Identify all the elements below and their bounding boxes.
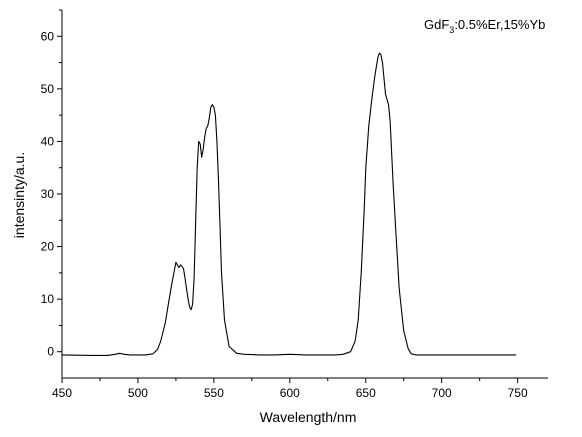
x-tick-label: 500 bbox=[128, 386, 148, 400]
y-tick-label: 40 bbox=[41, 134, 55, 148]
x-tick-label: 600 bbox=[280, 386, 300, 400]
y-tick-label: 50 bbox=[41, 82, 55, 96]
annotation-suffix: :0.5%Er,15%Yb bbox=[454, 17, 545, 32]
x-tick-label: 550 bbox=[204, 386, 224, 400]
y-tick-label: 60 bbox=[41, 29, 55, 43]
labels: Wavelength/nm intensinty/a.u. GdF3:0.5%E… bbox=[11, 17, 545, 425]
sample-annotation: GdF3:0.5%Er,15%Yb bbox=[424, 17, 545, 35]
y-tick-label: 0 bbox=[47, 345, 54, 359]
x-tick-label: 650 bbox=[356, 386, 376, 400]
spectrum-line bbox=[61, 52, 517, 356]
y-axis-title: intensinty/a.u. bbox=[11, 152, 27, 238]
x-tick-label: 750 bbox=[508, 386, 528, 400]
x-tick-label: 450 bbox=[52, 386, 72, 400]
x-axis-title: Wavelength/nm bbox=[260, 409, 357, 425]
y-tick-label: 30 bbox=[41, 187, 55, 201]
annotation-prefix: GdF bbox=[424, 17, 449, 32]
x-tick-label: 700 bbox=[432, 386, 452, 400]
y-tick-label: 20 bbox=[41, 240, 55, 254]
y-tick-label: 10 bbox=[41, 292, 55, 306]
annotation-subscript: 3 bbox=[449, 25, 454, 35]
series-layer bbox=[61, 52, 517, 356]
axes: 450 500 550 600 650 700 750 0 10 20 30 40 50 60 bbox=[41, 9, 548, 400]
